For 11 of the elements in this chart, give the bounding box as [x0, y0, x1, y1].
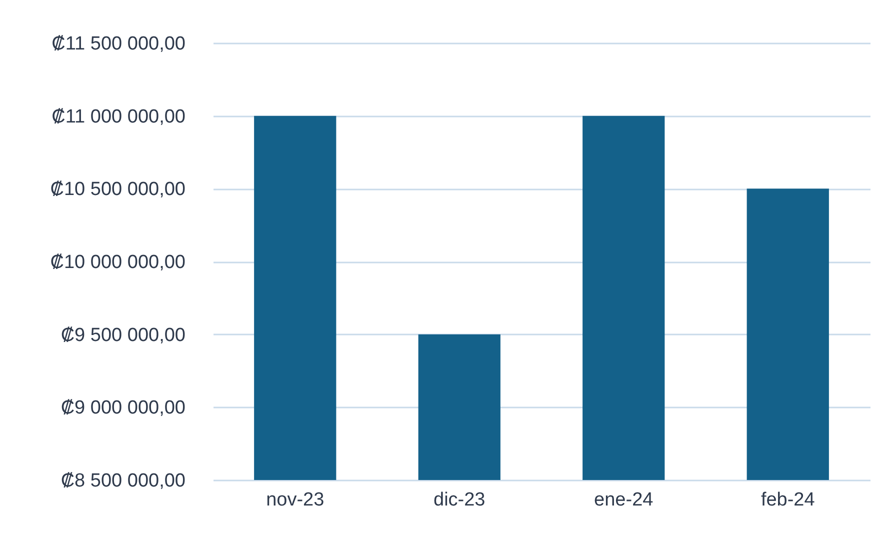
y-tick-label: ₡9 500 000,00 [60, 324, 186, 346]
y-tick-label: ₡11 500 000,00 [52, 34, 186, 54]
x-tick-label: nov-23 [266, 490, 324, 510]
x-tick-label: ene-24 [594, 490, 654, 510]
x-tick-label: dic-23 [434, 490, 486, 510]
y-tick-label: ₡9 000 000,00 [60, 398, 186, 419]
x-tick-label: feb-24 [760, 490, 816, 510]
y-tick-label: ₡11 000 000,00 [52, 106, 186, 128]
y-tick-label: ₡8 500 000,00 [60, 470, 186, 492]
y-tick-label: ₡10 000 000,00 [50, 252, 186, 273]
y-tick-label: ₡10 500 000,00 [50, 179, 186, 200]
